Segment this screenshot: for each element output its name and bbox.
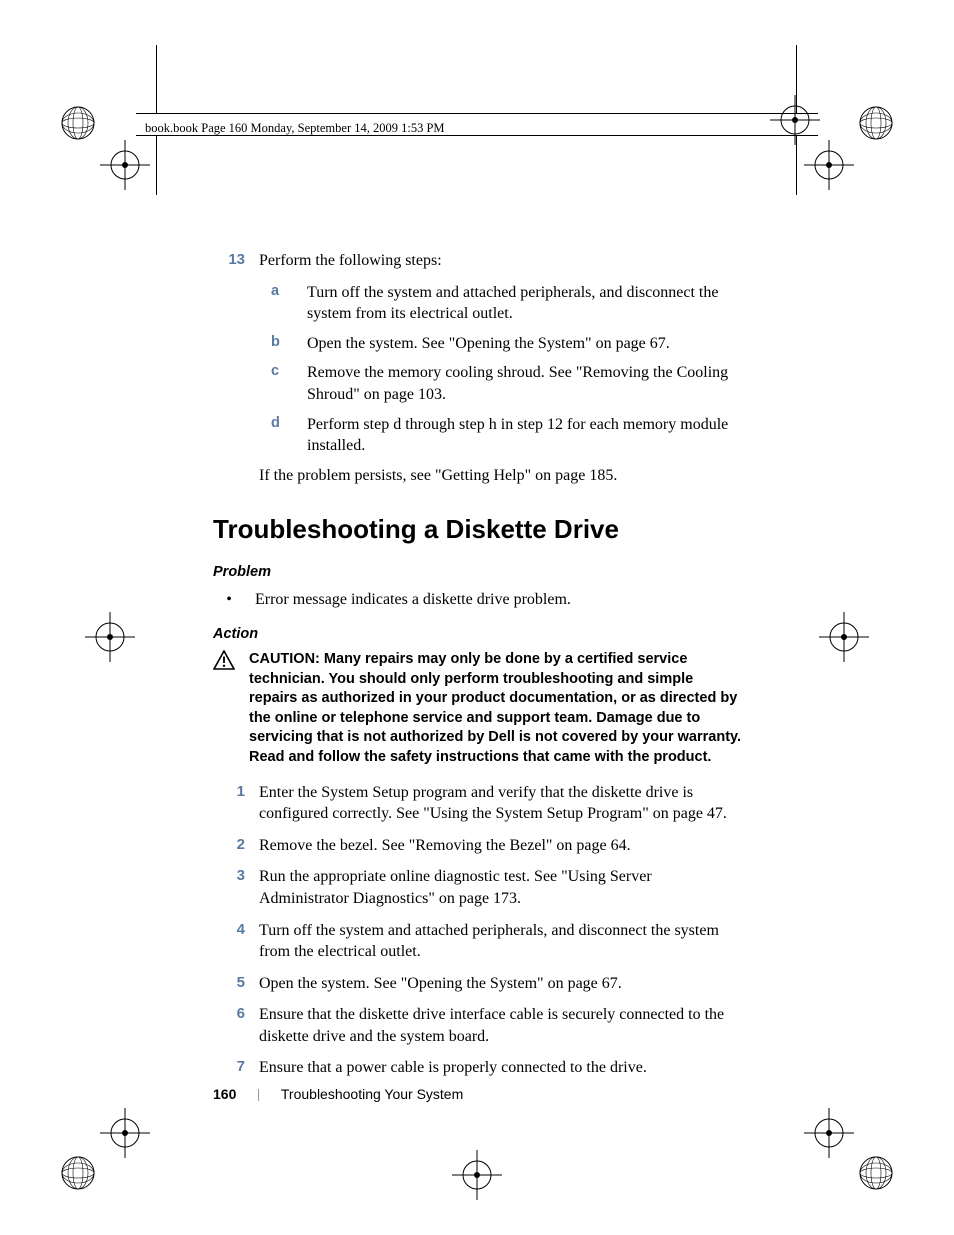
running-header: book.book Page 160 Monday, September 14,… — [145, 121, 445, 136]
substep-a: a Turn off the system and attached perip… — [259, 282, 743, 325]
action-step-text: Turn off the system and attached periphe… — [259, 920, 743, 963]
substeps: a Turn off the system and attached perip… — [259, 282, 743, 457]
footer-title: Troubleshooting Your System — [281, 1086, 463, 1102]
caution-block: CAUTION: Many repairs may only be done b… — [213, 650, 743, 767]
registration-mark-icon — [804, 140, 854, 190]
problem-text: Error message indicates a diskette drive… — [255, 589, 571, 611]
action-step-number: 3 — [213, 866, 259, 909]
substep-text: Turn off the system and attached periphe… — [307, 282, 743, 325]
hatch-sphere-icon — [60, 105, 96, 141]
frame-rule-left-a — [156, 45, 157, 113]
registration-mark-icon — [452, 1150, 502, 1200]
substep-letter: c — [259, 362, 307, 405]
frame-rule-top — [136, 113, 818, 114]
caution-strong: CAUTION: — [249, 651, 324, 667]
action-step-2: 2 Remove the bezel. See "Removing the Be… — [213, 835, 743, 857]
action-step-5: 5 Open the system. See "Opening the Syst… — [213, 973, 743, 995]
substep-letter: a — [259, 282, 307, 325]
action-step-6: 6 Ensure that the diskette drive interfa… — [213, 1004, 743, 1047]
caution-body: Many repairs may only be done by a certi… — [249, 651, 741, 765]
frame-rule-left-b — [156, 135, 157, 195]
action-step-number: 5 — [213, 973, 259, 995]
substep-text: Open the system. See "Opening the System… — [307, 333, 743, 355]
problem-label: Problem — [213, 563, 743, 583]
problem-bullet: • Error message indicates a diskette dri… — [213, 589, 743, 611]
caution-text: CAUTION: Many repairs may only be done b… — [249, 650, 743, 767]
action-step-1: 1 Enter the System Setup program and ver… — [213, 782, 743, 825]
registration-mark-icon — [770, 95, 820, 145]
step-body: Perform the following steps: a Turn off … — [259, 250, 743, 486]
substep-text: Perform step d through step h in step 12… — [307, 414, 743, 457]
registration-mark-icon — [100, 140, 150, 190]
action-step-number: 6 — [213, 1004, 259, 1047]
substep-b: b Open the system. See "Opening the Syst… — [259, 333, 743, 355]
action-step-text: Run the appropriate online diagnostic te… — [259, 866, 743, 909]
action-step-3: 3 Run the appropriate online diagnostic … — [213, 866, 743, 909]
substep-d: d Perform step d through step h in step … — [259, 414, 743, 457]
action-step-text: Open the system. See "Opening the System… — [259, 973, 743, 995]
substep-letter: b — [259, 333, 307, 355]
action-step-number: 2 — [213, 835, 259, 857]
registration-mark-icon — [85, 612, 135, 662]
frame-rule-top-2 — [136, 135, 818, 136]
footer-separator — [258, 1089, 259, 1101]
content-area: 13 Perform the following steps: a Turn o… — [213, 250, 743, 1089]
registration-mark-icon — [804, 1108, 854, 1158]
hatch-sphere-icon — [60, 1155, 96, 1191]
registration-mark-icon — [819, 612, 869, 662]
action-step-number: 1 — [213, 782, 259, 825]
bullet-icon: • — [213, 589, 255, 611]
action-step-text: Remove the bezel. See "Removing the Beze… — [259, 835, 743, 857]
action-step-text: Ensure that the diskette drive interface… — [259, 1004, 743, 1047]
step-intro: Perform the following steps: — [259, 252, 442, 269]
action-step-text: Enter the System Setup program and verif… — [259, 782, 743, 825]
section-heading: Troubleshooting a Diskette Drive — [213, 512, 743, 547]
step-13: 13 Perform the following steps: a Turn o… — [213, 250, 743, 486]
page: book.book Page 160 Monday, September 14,… — [0, 0, 954, 1235]
action-step-number: 4 — [213, 920, 259, 963]
hatch-sphere-icon — [858, 1155, 894, 1191]
step-number: 13 — [213, 250, 259, 486]
substep-letter: d — [259, 414, 307, 457]
hatch-sphere-icon — [858, 105, 894, 141]
action-step-7: 7 Ensure that a power cable is properly … — [213, 1057, 743, 1079]
action-label: Action — [213, 625, 743, 645]
substep-c: c Remove the memory cooling shroud. See … — [259, 362, 743, 405]
action-step-number: 7 — [213, 1057, 259, 1079]
page-footer: 160 Troubleshooting Your System — [213, 1086, 463, 1102]
page-number: 160 — [213, 1086, 236, 1102]
persist-note: If the problem persists, see "Getting He… — [259, 465, 743, 487]
substep-text: Remove the memory cooling shroud. See "R… — [307, 362, 743, 405]
action-step-text: Ensure that a power cable is properly co… — [259, 1057, 743, 1079]
registration-mark-icon — [100, 1108, 150, 1158]
action-step-4: 4 Turn off the system and attached perip… — [213, 920, 743, 963]
caution-icon — [213, 650, 249, 767]
